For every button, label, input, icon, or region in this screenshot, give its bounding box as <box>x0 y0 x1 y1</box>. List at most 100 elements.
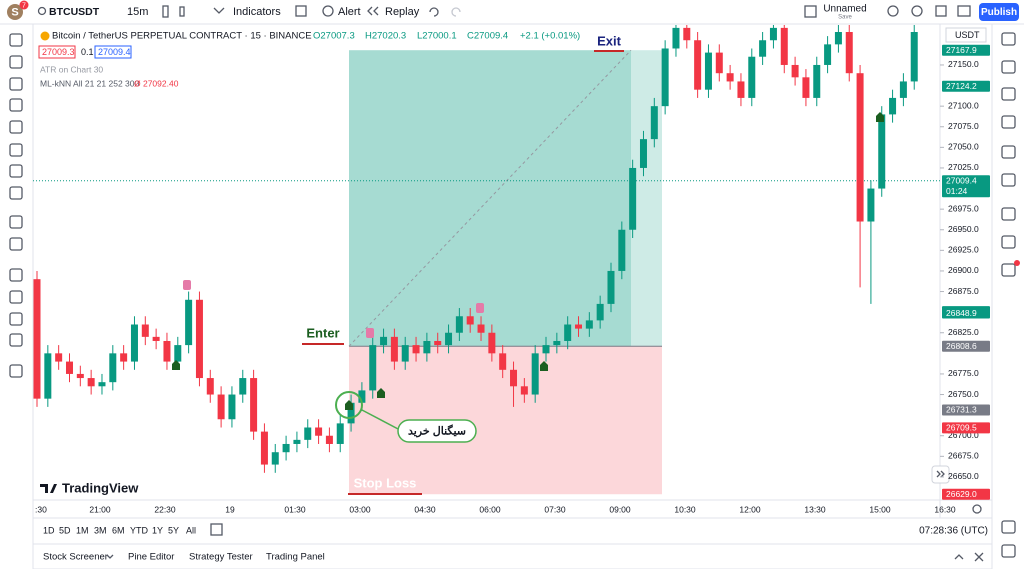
side-icon[interactable] <box>1001 544 1016 558</box>
x-tick-label: 04:30 <box>414 504 436 514</box>
side-icon[interactable] <box>1001 263 1016 277</box>
price-badge <box>942 404 990 416</box>
panel-tab[interactable]: Pine Editor <box>128 552 174 563</box>
ask[interactable]: 27009.4 <box>98 47 131 57</box>
quick-search-icon[interactable] <box>887 5 899 17</box>
tool-icon[interactable] <box>9 164 23 178</box>
replay-button[interactable]: Replay <box>385 6 420 18</box>
currency[interactable]: USDT <box>955 30 980 40</box>
side-icon[interactable] <box>1001 115 1016 129</box>
candles-icon[interactable] <box>179 6 185 17</box>
layouts-icon[interactable] <box>295 5 307 17</box>
range-button[interactable]: YTD <box>130 525 149 535</box>
tool-icon[interactable] <box>9 55 23 69</box>
tool-icon[interactable] <box>9 268 23 282</box>
candle-body <box>845 32 853 74</box>
candle-body <box>282 443 290 453</box>
tool-icon[interactable] <box>9 333 23 347</box>
candle-body <box>629 167 637 230</box>
layout-icon[interactable] <box>804 5 817 18</box>
tool-icon[interactable] <box>9 120 23 134</box>
tool-icon[interactable] <box>9 290 23 304</box>
layout-name[interactable]: Unnamed <box>823 4 866 15</box>
y-tick-label: 26775.0 <box>948 368 979 378</box>
legend-text: +2.1 (+0.01%) <box>520 31 580 42</box>
symbol[interactable]: BTCUSDT <box>49 6 100 18</box>
tool-icon[interactable] <box>9 186 23 200</box>
alert-button[interactable]: Alert <box>338 6 361 18</box>
scroll-to-latest[interactable] <box>931 465 950 484</box>
indicators-button[interactable]: Indicators <box>233 6 281 18</box>
tool-icon[interactable] <box>9 215 23 229</box>
y-tick-label: 27100.0 <box>948 100 979 110</box>
candle-body <box>780 27 788 65</box>
range-button[interactable]: 1D <box>43 525 55 535</box>
candle-body <box>174 345 182 362</box>
x-tick-label: 07:30 <box>544 504 566 514</box>
x-tick-label: 09:00 <box>609 504 631 514</box>
signal-highlight <box>335 391 363 419</box>
tool-icon[interactable] <box>9 98 23 112</box>
redo-icon[interactable] <box>451 7 461 17</box>
range-button[interactable]: 5Y <box>168 525 179 535</box>
panel-controls[interactable] <box>954 552 984 562</box>
x-tick-label: 12:00 <box>739 504 761 514</box>
notification-badge <box>19 0 29 10</box>
clock[interactable]: 07:28:36 (UTC) <box>919 526 988 537</box>
tool-icon[interactable] <box>9 364 23 378</box>
range-button[interactable]: All <box>186 525 196 535</box>
range-button[interactable]: 6M <box>112 525 125 535</box>
interval[interactable]: 15m <box>127 6 148 18</box>
chart-type-icon[interactable] <box>162 5 169 18</box>
candle-body <box>867 188 875 222</box>
range-button[interactable]: 5D <box>59 525 71 535</box>
candle-body <box>748 56 756 98</box>
x-tick-label: 13:30 <box>804 504 826 514</box>
panel-tab[interactable]: Trading Panel <box>266 552 325 563</box>
candle-body <box>683 27 691 41</box>
price-badge <box>942 44 990 56</box>
side-icon[interactable] <box>1001 60 1016 74</box>
avatar[interactable] <box>7 4 23 20</box>
side-icon[interactable] <box>1001 235 1016 249</box>
candle-body <box>423 340 431 354</box>
range-button[interactable]: 1Y <box>152 525 163 535</box>
side-icon[interactable] <box>1001 145 1016 159</box>
candle-body <box>239 378 247 395</box>
price-badge-label: 26848.9 <box>946 308 977 318</box>
range-button[interactable]: 1M <box>76 525 89 535</box>
candle-body <box>510 369 518 387</box>
tool-icon[interactable] <box>9 77 23 91</box>
fullscreen-icon[interactable] <box>935 5 947 17</box>
tool-icon[interactable] <box>9 143 23 157</box>
tool-icon[interactable] <box>9 237 23 251</box>
tab-dropdown[interactable] <box>106 554 114 559</box>
tool-icon[interactable] <box>9 312 23 326</box>
panel-tab[interactable]: Stock Screener <box>43 552 108 563</box>
settings-icon[interactable] <box>911 5 923 17</box>
currency-button[interactable] <box>945 27 987 43</box>
signal-marker <box>172 360 180 370</box>
layout-status: Save <box>838 15 852 21</box>
side-icon[interactable] <box>1001 520 1016 534</box>
undo-icon[interactable] <box>429 7 439 17</box>
annotation-exit: Exit <box>597 33 622 48</box>
candle-body <box>824 44 832 65</box>
tool-icon[interactable] <box>9 33 23 47</box>
publish-button[interactable] <box>979 3 1019 21</box>
snapshot-icon[interactable] <box>957 5 971 17</box>
bid[interactable]: 27009.3 <box>42 47 75 57</box>
side-icon[interactable] <box>1001 32 1016 46</box>
range-button[interactable]: 3M <box>94 525 107 535</box>
axis-settings-icon[interactable] <box>972 504 982 514</box>
alert-icon <box>322 5 334 17</box>
candle-body <box>834 32 842 45</box>
panel-tab[interactable]: Strategy Tester <box>189 552 253 563</box>
side-icon[interactable] <box>1001 173 1016 187</box>
side-icon[interactable] <box>1001 87 1016 101</box>
date-range-icon[interactable] <box>210 523 223 536</box>
signal-marker <box>345 400 353 410</box>
candle-body <box>639 139 647 168</box>
side-icon[interactable] <box>1001 207 1016 221</box>
